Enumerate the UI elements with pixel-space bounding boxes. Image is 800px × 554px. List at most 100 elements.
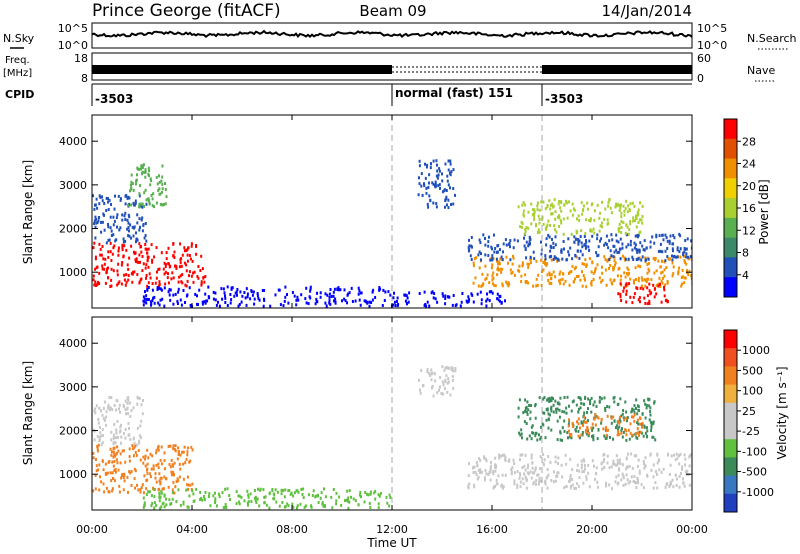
velocity-colorbar-tick: 100 [742,385,763,398]
velocity-colorbar-swatch-9 [724,475,737,495]
velocity-colorbar-swatch-3 [724,366,737,386]
freq-band-left [92,65,392,74]
power-region-4 [142,285,393,308]
velocity-colorbar-swatch-5 [724,402,737,422]
power-colorbar-swatch-9 [724,277,737,298]
freq-band-right [542,65,692,74]
x-tick-label: 04:00 [176,523,208,536]
power-colorbar-tick: 4 [742,269,749,282]
nave-tick-bottom: 0 [697,72,704,85]
velocity-scatter [92,365,692,510]
velocity-ytick-2000: 2000 [59,425,87,438]
x-tick-label: 00:00 [676,523,708,536]
power-scatter [92,159,692,308]
velocity-colorbar-tick: 25 [742,405,756,418]
power-region-5 [392,290,506,308]
power-ytick-2000: 2000 [59,223,87,236]
power-region-7 [472,254,692,289]
velocity-ytick-1000: 1000 [59,468,87,481]
power-ylabel: Slant Range [km] [21,160,35,264]
velocity-region-1 [92,443,194,495]
nave-label: Nave [747,64,775,77]
velocity-panel: 1000 2000 3000 4000 Slant Range [km] 1000 50… [21,316,789,513]
power-colorbar-tick: 28 [742,135,756,148]
cpid-segment-3: -3503 [545,92,583,106]
velocity-region-7 [567,413,644,438]
power-colorbar-swatch-1 [724,119,737,140]
freq-tick-bottom: 8 [81,72,88,85]
date-label: 14/Jan/2014 [602,2,693,20]
nsky-tick-bottom: 10^0 [58,39,88,52]
velocity-colorbar-tick: -1000 [742,486,774,499]
velocity-ytick-4000: 4000 [59,337,87,350]
power-colorbar-swatch-8 [724,257,737,278]
nsearch-tick-top: 10^5 [697,22,727,35]
freq-label: Freq. [5,55,30,66]
power-panel: 1000 2000 3000 4000 Slant Range [km] 28 24 20… [21,114,771,309]
power-ytick-1000: 1000 [59,266,87,279]
power-region-9 [517,198,644,236]
power-region-3 [127,163,168,209]
velocity-region-3 [142,487,392,510]
station-title: Prince George (fitACF) [92,1,281,21]
x-tick-label: 00:00 [76,523,108,536]
velocity-region-5 [467,452,692,491]
power-region-2 [92,194,148,245]
cpid-segment-1: -3503 [95,92,133,106]
velocity-colorbar-label: Velocity [m s⁻¹] [775,366,789,459]
nsky-label: N.Sky [3,32,35,45]
nsearch-tick-bottom: 10^0 [697,39,727,52]
freq-panel: Freq. [MHz] 18 8 60 0 Nave [3,52,775,85]
nsky-trace [91,29,693,39]
cpid-segment-2: normal (fast) 151 [395,86,513,100]
velocity-colorbar-tick: -500 [742,466,767,479]
nsky-tick-top: 10^5 [58,22,88,35]
x-tick-label: 12:00 [376,523,408,536]
freq-unit: [MHz] [3,68,32,79]
velocity-colorbar-swatch-10 [724,493,737,513]
velocity-colorbar-tick: 500 [742,364,763,377]
power-colorbar-swatch-5 [724,198,737,219]
velocity-colorbar-swatch-7 [724,439,737,458]
nave-tick-top: 60 [697,52,711,65]
velocity-colorbar-tick: -100 [742,445,767,458]
velocity-ytick-3000: 3000 [59,381,87,394]
power-colorbar-tick: 8 [742,247,749,260]
power-ytick-3000: 3000 [59,179,87,192]
power-colorbar-swatch-2 [724,138,737,160]
x-tick-label: 08:00 [276,523,308,536]
power-region-8 [467,232,692,263]
velocity-region-2 [92,395,144,447]
power-colorbar-swatch-4 [724,178,737,199]
power-colorbar-swatch-6 [724,217,737,239]
velocity-colorbar-swatch-6 [724,421,737,440]
velocity-ylabel: Slant Range [km] [21,361,35,465]
velocity-colorbar-swatch-8 [724,457,737,477]
x-axis: 00:00 04:00 08:00 12:00 16:00 20:00 00:00 [76,115,708,536]
power-region-1 [92,241,207,288]
power-colorbar-swatch-3 [724,158,737,179]
velocity-colorbar: 1000 500 100 25 -25 -100 -500 -1000 [723,329,774,513]
power-region-10 [617,282,669,306]
nsearch-label: N.Search [747,32,797,45]
velocity-colorbar-swatch-2 [724,348,737,367]
x-tick-label: 16:00 [476,523,508,536]
velocity-colorbar-swatch-1 [724,330,737,349]
power-colorbar-swatch-7 [724,237,737,258]
freq-tick-top: 18 [74,52,88,65]
x-axis-title: Time UT [366,536,417,550]
power-colorbar-tick: 12 [742,224,756,237]
power-colorbar-tick: 16 [742,202,756,215]
cpid-label: CPID [5,88,34,101]
x-tick-label: 20:00 [576,523,608,536]
cpid-row: CPID -3503 normal (fast) 151 -3503 [5,83,692,106]
nsky-panel: N.Sky 10^5 10^0 10^5 10^0 N.Search [3,22,797,52]
velocity-colorbar-tick: 1000 [742,344,770,357]
velocity-region-4 [418,365,457,398]
power-colorbar: 28 24 20 16 12 8 4 [723,118,756,298]
power-ytick-4000: 4000 [59,135,87,148]
power-colorbar-label: Power [dB] [757,179,771,244]
power-region-6 [417,159,456,210]
power-yaxis: 1000 2000 3000 4000 [59,135,692,279]
